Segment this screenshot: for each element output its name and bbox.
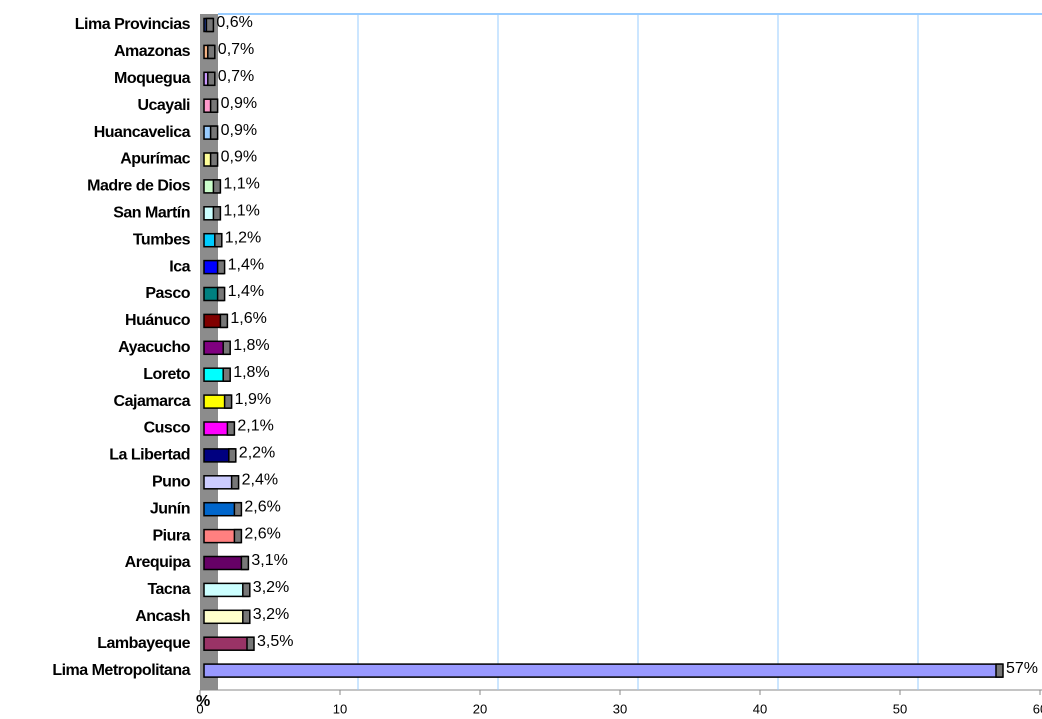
y-tick-label: Tacna <box>147 581 190 598</box>
y-tick-label: Moquegua <box>114 70 191 87</box>
x-tick-label: 60 <box>1033 701 1042 716</box>
bar-side <box>228 448 237 463</box>
y-tick-label: Madre de Dios <box>87 178 190 195</box>
x-tick-label: 50 <box>893 701 907 716</box>
bar-side <box>222 367 231 382</box>
bar-side <box>209 98 219 113</box>
bar <box>203 636 254 651</box>
value-label: 2,1% <box>237 418 273 435</box>
bar-side <box>216 286 226 302</box>
value-label: 0,7% <box>218 41 254 58</box>
bar-side <box>207 71 216 87</box>
y-tick-label: Loreto <box>143 366 191 383</box>
bar-side <box>205 17 215 33</box>
y-tick-label: Cajamarca <box>114 393 191 410</box>
bar-side <box>222 340 231 356</box>
value-label: 2,4% <box>242 472 278 489</box>
x-tick-label: 20 <box>473 701 487 716</box>
y-tick-label: Arequipa <box>125 554 191 571</box>
value-label: 2,2% <box>239 445 275 462</box>
y-tick-label: Ayacucho <box>118 339 191 356</box>
y-tick-label: Cusco <box>144 420 191 437</box>
bar <box>203 663 1003 678</box>
bar-side <box>212 206 222 221</box>
bar-side <box>242 582 251 598</box>
value-label: 3,2% <box>253 606 289 623</box>
y-tick-label: Pasco <box>145 285 190 302</box>
bar-side <box>230 475 240 490</box>
bar-side <box>219 313 229 329</box>
bar-side <box>209 152 219 167</box>
x-tick-label: 40 <box>753 701 767 716</box>
value-label: 1,8% <box>233 364 269 381</box>
bar-side <box>240 555 250 571</box>
y-tick-label: Lima Metropolitana <box>52 662 190 679</box>
value-label: 1,6% <box>230 310 266 327</box>
value-label: 2,6% <box>244 498 280 515</box>
y-tick-label: Lambayeque <box>97 635 190 652</box>
y-tick-label: San Martín <box>113 205 190 222</box>
y-tick-label: Lima Provincias <box>75 16 191 33</box>
y-tick-label: Huánuco <box>125 312 191 329</box>
value-label: 0,9% <box>221 122 257 139</box>
value-label: 1,4% <box>228 283 264 300</box>
value-label: 0,9% <box>221 95 257 112</box>
y-tick-label: Ancash <box>135 608 190 625</box>
value-label: 0,9% <box>221 149 257 166</box>
bar-side <box>216 259 226 275</box>
bar-side <box>226 421 236 436</box>
y-tick-label: Ica <box>169 258 190 275</box>
value-label: 3,5% <box>257 633 293 650</box>
value-label: 3,2% <box>253 579 289 596</box>
y-tick-label: Ucayali <box>137 97 190 114</box>
y-tick-label: Piura <box>152 527 190 544</box>
bar-side <box>212 179 222 194</box>
bar-side <box>223 394 233 409</box>
bar-side <box>233 501 243 517</box>
bar-side <box>233 528 243 544</box>
bar-side <box>207 44 216 60</box>
value-label: 0,6% <box>216 14 252 31</box>
bar-side <box>209 125 219 140</box>
x-tick-label: 10 <box>333 701 347 716</box>
bar-side <box>995 663 1004 678</box>
x-tick-label: 0 <box>196 701 203 716</box>
y-tick-label: La Libertad <box>109 447 190 464</box>
x-tick-label: 30 <box>613 701 627 716</box>
value-label: 0,7% <box>218 68 254 85</box>
value-label: 1,1% <box>223 203 259 220</box>
value-label: 1,4% <box>228 256 264 273</box>
bar-side <box>242 609 251 625</box>
value-label: 3,1% <box>251 552 287 569</box>
value-label: 1,1% <box>223 176 259 193</box>
y-tick-label: Tumbes <box>133 231 191 248</box>
x-axis-label: % <box>196 693 210 710</box>
value-label: 2,6% <box>244 525 280 542</box>
y-tick-label: Puno <box>152 474 191 491</box>
y-tick-label: Amazonas <box>114 43 191 60</box>
y-tick-label: Huancavelica <box>94 124 191 141</box>
bar-side <box>214 232 223 248</box>
value-label: 1,8% <box>233 337 269 354</box>
y-tick-label: Junín <box>150 500 190 517</box>
y-tick-label: Apurímac <box>120 151 190 168</box>
value-label: 1,9% <box>235 391 271 408</box>
bar-side <box>246 636 255 651</box>
value-label: 57% <box>1006 660 1038 677</box>
value-label: 1,2% <box>225 229 261 246</box>
